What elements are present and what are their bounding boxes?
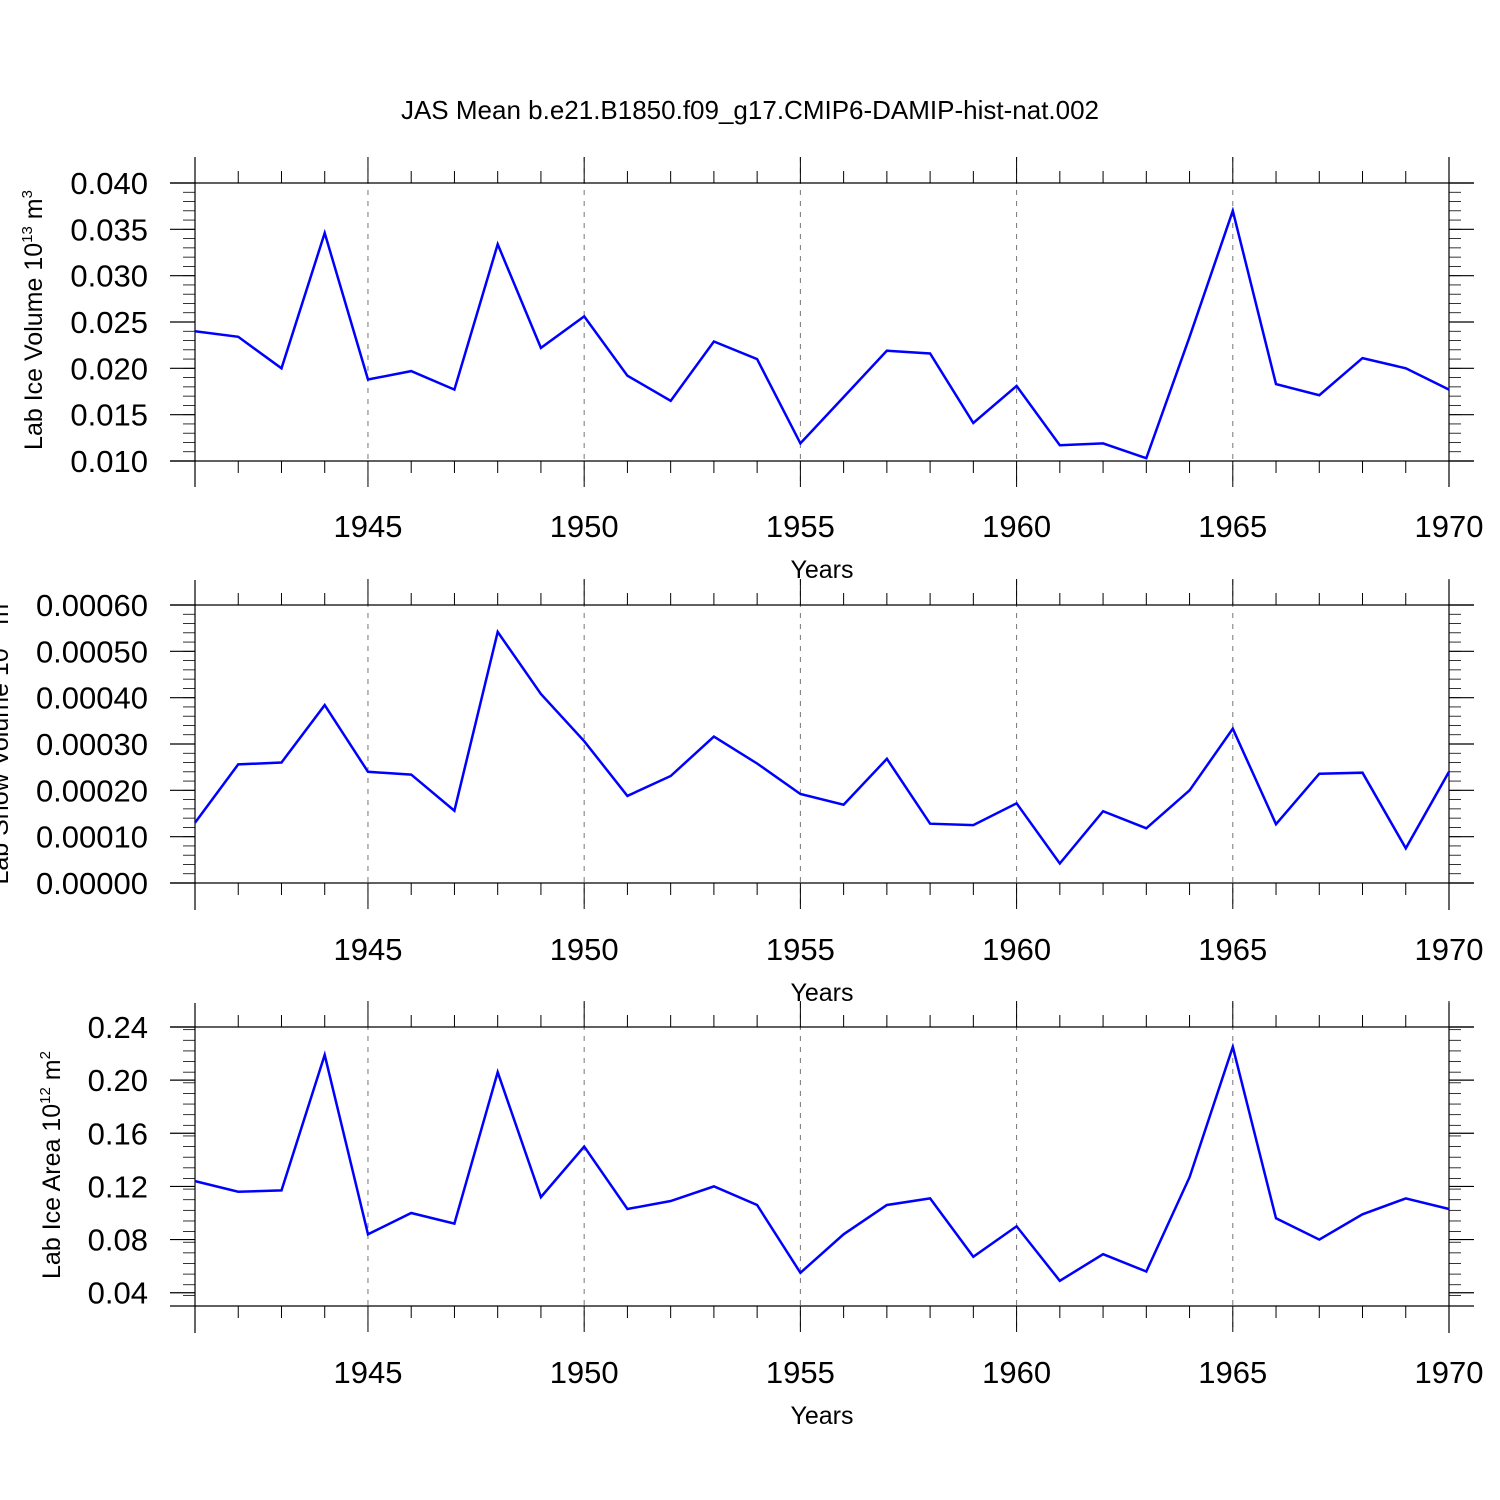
x-tick-label: 1950 (550, 932, 619, 967)
x-tick-label: 1945 (333, 932, 402, 967)
figure-title: JAS Mean b.e21.B1850.f09_g17.CMIP6-DAMIP… (401, 95, 1099, 125)
x-axis-label: Years (790, 1402, 853, 1430)
x-tick-label: 1970 (1415, 1355, 1484, 1390)
x-axis-label: Years (790, 556, 853, 584)
y-tick-label: 0.00020 (36, 773, 148, 808)
panel-lab-ice-volume: 0.010 0.015 0.020 0.025 0.030 0.035 0.040 1945 1… (19, 157, 1483, 584)
x-tick-label: 1960 (982, 1355, 1051, 1390)
x-tick-label: 1950 (550, 1355, 619, 1390)
panel-lab-ice-area: 0.04 0.08 0.12 0.16 0.20 0.24 1945 1950 1955 1960… (37, 1001, 1483, 1430)
y-tick-label: 0.00000 (36, 866, 148, 901)
y-axis-label-unit-exponent: 3 (0, 595, 2, 603)
y-axis-label-exponent: 13 (19, 226, 36, 243)
series-line (193, 628, 1451, 866)
x-tick-label: 1955 (766, 509, 835, 544)
y-tick-label: 0.040 (70, 166, 148, 201)
y-tick-label: 0.00030 (36, 727, 148, 762)
y-axis-label-main: Lab Snow Volume 10 (0, 648, 14, 884)
y-tick-label: 0.12 (88, 1169, 148, 1204)
y-tick-label: 0.010 (70, 444, 148, 479)
y-axis-label: Lab Ice Area 1012 m2 (37, 1051, 66, 1279)
x-tick-label: 1965 (1198, 932, 1267, 967)
y-axis-label-unit: m (0, 604, 14, 632)
y-tick-label: 0.16 (88, 1116, 148, 1151)
y-tick-label: 0.015 (70, 398, 148, 433)
y-tick-label: 0.04 (88, 1276, 148, 1311)
x-tick-label: 1960 (982, 932, 1051, 967)
y-axis-label: Lab Snow Volume 1013 m3 (0, 595, 14, 884)
y-axis-label-unit: m (20, 198, 48, 226)
x-tick-label: 1970 (1415, 509, 1484, 544)
y-tick-label: 0.00060 (36, 588, 148, 623)
panel-lab-snow-volume: 0.00000 0.00010 0.00020 0.00030 0.00040 0.000… (0, 579, 1483, 1007)
x-axis-label: Years (790, 979, 853, 1007)
y-tick-label: 0.00040 (36, 681, 148, 716)
y-axis-label-main: Lab Ice Area 10 (38, 1104, 66, 1279)
series-line (194, 206, 1450, 460)
x-tick-label: 1965 (1198, 509, 1267, 544)
y-tick-label: 0.030 (70, 259, 148, 294)
y-tick-label: 0.20 (88, 1063, 148, 1098)
y-tick-label: 0.24 (88, 1010, 148, 1045)
x-tick-label: 1950 (550, 509, 619, 544)
x-tick-label: 1965 (1198, 1355, 1267, 1390)
y-tick-label: 0.00010 (36, 820, 148, 855)
y-tick-label: 0.020 (70, 351, 148, 386)
y-axis-label: Lab Ice Volume 1013 m3 (19, 190, 48, 450)
y-axis-label-main: Lab Ice Volume 10 (20, 243, 48, 450)
y-axis-label-unit: m (38, 1059, 66, 1087)
y-tick-label: 0.00050 (36, 634, 148, 669)
y-tick-label: 0.035 (70, 212, 148, 247)
x-tick-label: 1945 (333, 1355, 402, 1390)
y-tick-label: 0.025 (70, 305, 148, 340)
y-axis-label-exponent: 12 (37, 1087, 54, 1104)
x-tick-label: 1960 (982, 509, 1051, 544)
y-axis-label-exponent: 13 (0, 632, 2, 649)
series-line (194, 1042, 1450, 1283)
x-tick-label: 1955 (766, 1355, 835, 1390)
x-tick-label: 1955 (766, 932, 835, 967)
x-tick-label: 1945 (333, 509, 402, 544)
y-axis-label-unit-exponent: 3 (19, 190, 36, 198)
y-tick-label: 0.08 (88, 1223, 148, 1258)
y-axis-label-unit-exponent: 2 (37, 1051, 54, 1059)
x-tick-label: 1970 (1415, 932, 1484, 967)
